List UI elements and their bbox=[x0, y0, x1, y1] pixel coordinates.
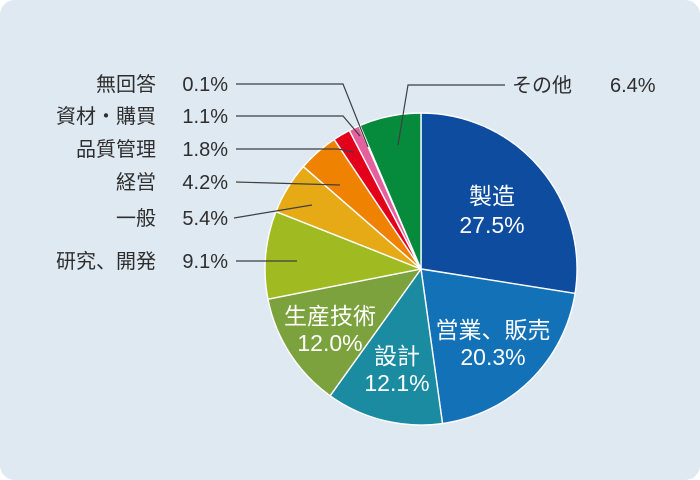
slice-value: 12.1% bbox=[364, 370, 429, 396]
slice-label: 製造 bbox=[469, 183, 515, 209]
legend-label: その他 bbox=[512, 74, 572, 97]
slice-label: 生産技術 bbox=[284, 303, 376, 329]
slice-label: 設計 bbox=[374, 343, 420, 369]
leader-line bbox=[236, 115, 361, 137]
legend-label: 経営 bbox=[116, 171, 156, 194]
legend-value: 0.1% bbox=[182, 74, 228, 96]
pie-slice-3 bbox=[267, 268, 422, 397]
legend-value: 5.4% bbox=[182, 208, 228, 230]
legend-label: 研究、開発 bbox=[56, 250, 156, 273]
legend-value: 9.1% bbox=[182, 251, 228, 273]
legend-value: 6.4% bbox=[610, 75, 656, 97]
slice-value: 27.5% bbox=[459, 212, 524, 238]
leader-line bbox=[235, 181, 341, 186]
legend-label: 一般 bbox=[116, 207, 156, 230]
leader-line bbox=[236, 148, 355, 153]
leader-line bbox=[397, 84, 505, 146]
pie-slice-0 bbox=[420, 112, 578, 295]
slice-label: 営業、販売 bbox=[436, 317, 551, 343]
pie-slice-2 bbox=[329, 268, 444, 426]
slice-value: 12.0% bbox=[297, 330, 362, 356]
legend-label: 無回答 bbox=[96, 73, 156, 96]
slice-value: 20.3% bbox=[460, 344, 525, 370]
pie-slice-1 bbox=[420, 268, 576, 425]
leader-line bbox=[236, 83, 369, 148]
legend-label: 品質管理 bbox=[76, 138, 156, 161]
leader-line bbox=[233, 204, 313, 219]
pie-slice-4 bbox=[264, 210, 422, 300]
legend-value: 1.8% bbox=[182, 139, 228, 161]
legend-label: 資材・購買 bbox=[56, 105, 156, 128]
legend-value: 1.1% bbox=[182, 106, 228, 128]
legend-value: 4.2% bbox=[182, 172, 228, 194]
